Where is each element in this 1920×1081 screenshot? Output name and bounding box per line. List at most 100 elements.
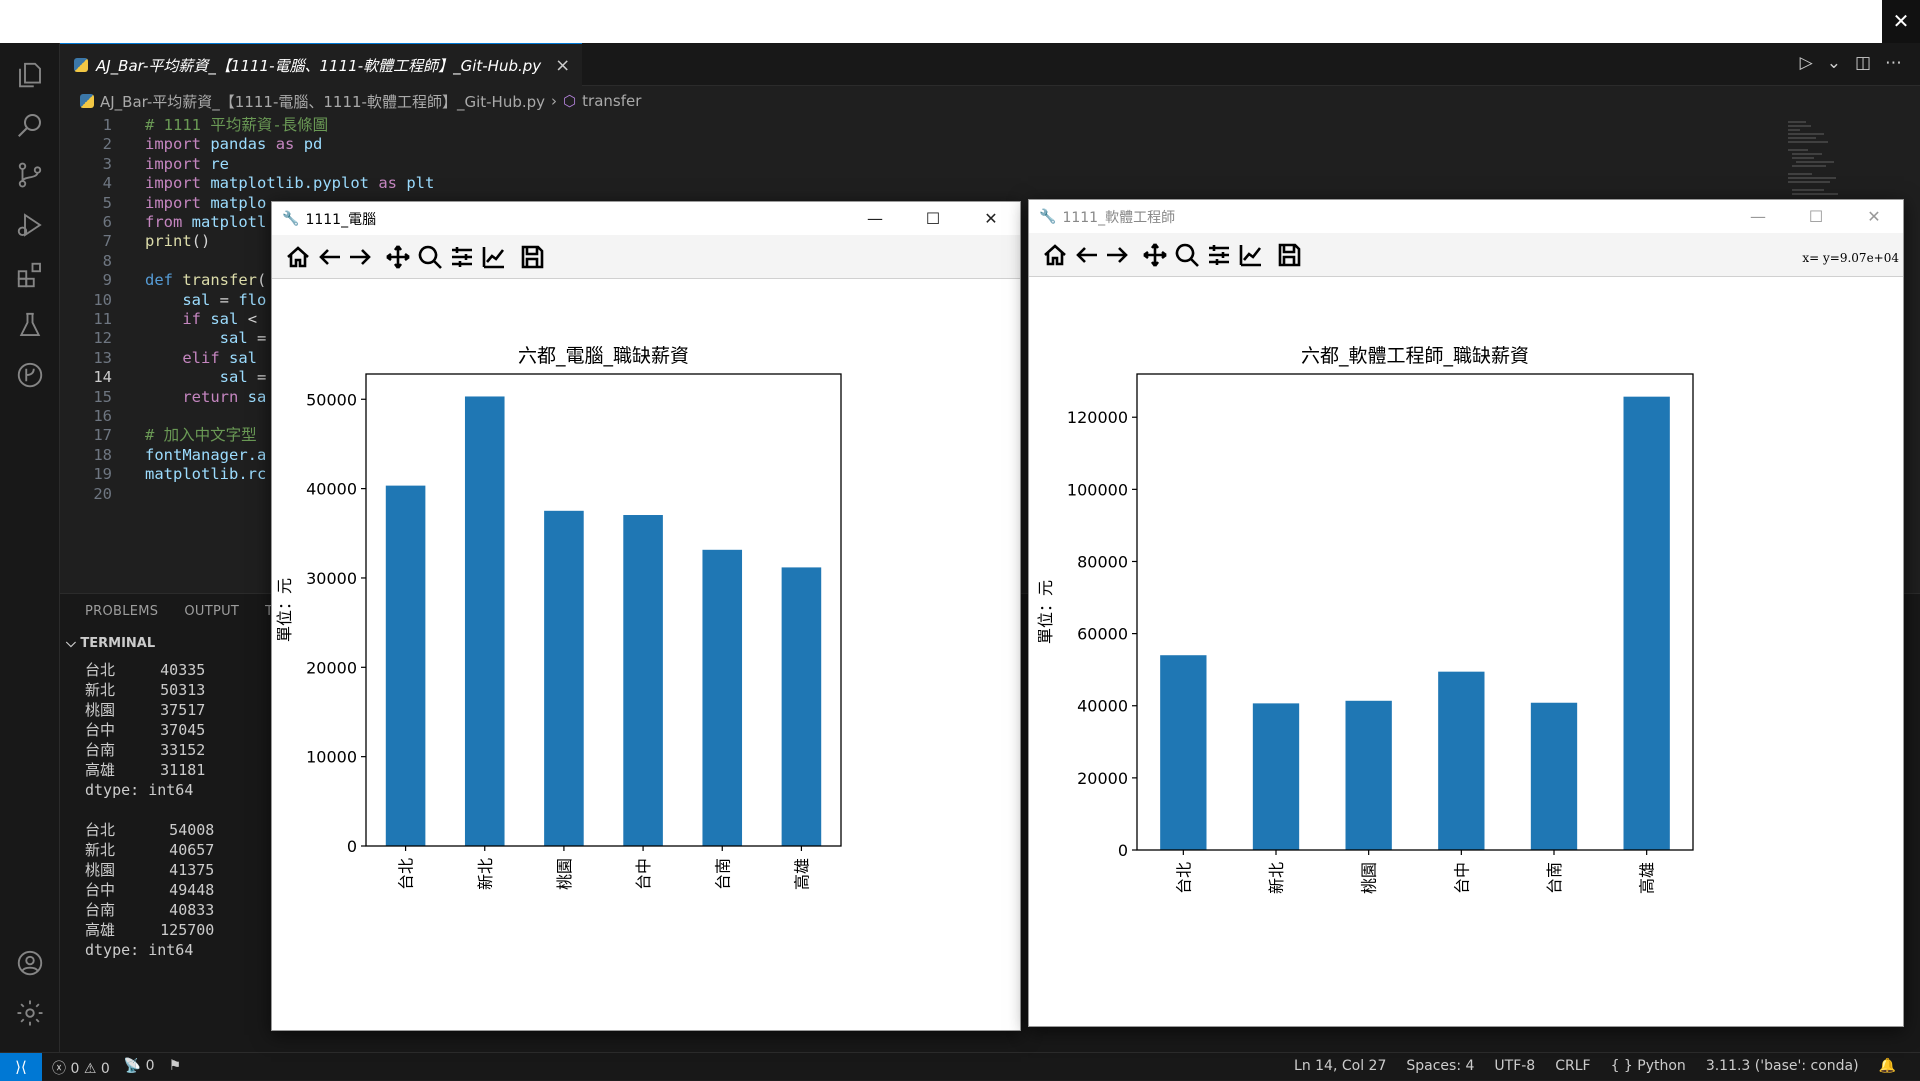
tab-terminal[interactable]: T [265,604,274,619]
code-text: import matplo [145,193,267,212]
code-line[interactable]: 9 def transfer( [60,268,580,292]
problems-status[interactable]: ⓧ 0 ⚠ 0 [52,1061,110,1077]
bar [702,549,743,846]
forward-arrow-icon[interactable] [346,243,374,271]
maximize-icon[interactable]: ☐ [925,209,941,228]
edit-axes-icon[interactable] [1237,241,1265,269]
back-arrow-icon[interactable] [316,243,344,271]
gear-icon[interactable] [0,989,60,1037]
line-number: 13 [93,348,112,367]
code-line[interactable]: 1 # 1111 平均薪資-長條圖 [60,113,580,137]
code-line[interactable]: 12 sal = [60,326,580,350]
save-icon[interactable] [518,243,546,271]
tab-output[interactable]: OUTPUT [184,604,240,619]
home-icon[interactable] [1041,241,1069,269]
forward-arrow-icon[interactable] [1103,241,1131,269]
code-text: matplotlib.rc [145,465,267,484]
figure-window-software-engineer[interactable]: 🔧 1111_軟體工程師 — ☐ ✕ x= y=9.07e+04 六都_軟體工程… [1028,199,1904,1027]
breadcrumb-symbol[interactable]: transfer [582,92,642,110]
close-icon[interactable]: ✕ [1867,207,1881,226]
ports-status[interactable]: 📡 0 [123,1058,155,1074]
run-icon[interactable]: ▷ [1799,53,1813,73]
code-editor[interactable]: 1 # 1111 平均薪資-長條圖 2 import pandas as pd 3 imp… [60,113,580,533]
save-icon[interactable] [1275,241,1303,269]
minimize-icon[interactable]: — [867,209,883,228]
run-debug-icon[interactable] [0,201,60,249]
code-line[interactable]: 7 print() [60,229,580,253]
code-line[interactable]: 16 [60,404,580,428]
axes-frame [1136,373,1694,851]
minimap[interactable] [1786,118,1846,208]
code-line[interactable]: 3 import re [60,152,580,176]
cursor-position[interactable]: Ln 14, Col 27 [1294,1058,1387,1074]
interpreter[interactable]: 3.11.3 ('base': conda) [1705,1058,1859,1074]
account-icon[interactable] [0,939,60,987]
configure-subplots-icon[interactable] [1205,241,1233,269]
code-line[interactable]: 14 sal = [60,365,580,389]
back-arrow-icon[interactable] [1073,241,1101,269]
bell-icon[interactable]: 🔔 [1878,1058,1896,1074]
code-line[interactable]: 6 from matplotl [60,210,580,234]
bar [1160,655,1207,850]
bar [1345,700,1392,850]
extensions-icon[interactable] [0,251,60,299]
indentation[interactable]: Spaces: 4 [1406,1058,1475,1074]
code-line[interactable]: 2 import pandas as pd [60,132,580,156]
y-axis-label: 單位：元 [1036,580,1055,644]
code-text: import pandas as pd [145,135,323,154]
tab-problems[interactable]: PROBLEMS [85,604,159,619]
terminal-header[interactable]: ⌵ TERMINAL [66,636,156,651]
editor-tab[interactable]: AJ_Bar-平均薪資_【1111-電腦、1111-軟體工程師】_Git-Hub… [60,43,583,86]
terminal-output[interactable]: 台北 40335 新北 50313 桃園 37517 台中 37045 台南 3… [85,661,215,959]
explorer-icon[interactable] [0,51,60,99]
pan-icon[interactable] [1141,241,1169,269]
split-editor-icon[interactable]: ◫ [1854,53,1871,73]
zoom-icon[interactable] [1173,241,1201,269]
encoding[interactable]: UTF-8 [1494,1058,1536,1074]
figure-window-computer[interactable]: 🔧 1111_電腦 — ☐ ✕ 六都_電腦_職缺薪資 單位：元 0 10000 2000… [271,201,1021,1031]
x-tick-label: 台北 [1174,862,1193,894]
home-icon[interactable] [284,243,312,271]
breadcrumb-file[interactable]: AJ_Bar-平均薪資_【1111-電腦、1111-軟體工程師】_Git-Hub… [100,92,546,111]
edit-axes-icon[interactable] [480,243,508,271]
code-line[interactable]: 5 import matplo [60,191,580,215]
remote-icon[interactable]: ⟩⟨ [0,1053,42,1081]
chevron-down-icon[interactable]: ⌄ [1826,53,1841,73]
close-tab-icon[interactable]: × [555,54,571,76]
code-line[interactable]: 18 fontManager.a [60,443,580,467]
code-line[interactable]: 20 [60,482,580,506]
code-line[interactable]: 13 elif sal [60,346,580,370]
code-line[interactable]: 15 return sa [60,385,580,409]
code-line[interactable]: 17 # 加入中文字型 [60,423,580,447]
code-text: elif sal [182,348,257,367]
pan-icon[interactable] [384,243,412,271]
source-control-icon[interactable] [0,151,60,199]
minimize-icon[interactable]: — [1750,207,1766,226]
figure-titlebar[interactable]: 🔧 1111_軟體工程師 — ☐ ✕ [1029,200,1903,233]
line-number: 12 [93,329,112,348]
git-graph-icon[interactable] [0,351,60,399]
close-icon[interactable]: ✕ [1882,0,1920,43]
zoom-icon[interactable] [416,243,444,271]
language-mode[interactable]: { } Python [1610,1058,1686,1074]
y-tick-label: 60000 [1077,625,1128,644]
x-tick-label: 高雄 [792,858,811,890]
figure-titlebar[interactable]: 🔧 1111_電腦 — ☐ ✕ [272,202,1020,235]
code-line[interactable]: 4 import matplotlib.pyplot as plt [60,171,580,195]
code-line[interactable]: 19 matplotlib.rc [60,462,580,486]
code-line[interactable]: 8 [60,249,580,273]
end-of-line[interactable]: CRLF [1555,1058,1591,1074]
matplotlib-icon: 🔧 [1039,208,1057,225]
x-tick-label: 新北 [476,858,495,890]
close-icon[interactable]: ✕ [984,209,998,228]
more-actions-icon[interactable]: ⋯ [1885,53,1902,73]
line-number: 17 [93,426,112,445]
code-line[interactable]: 11 if sal < [60,307,580,331]
configure-subplots-icon[interactable] [448,243,476,271]
maximize-icon[interactable]: ☐ [1808,207,1824,226]
search-icon[interactable] [0,101,60,149]
code-line[interactable]: 10 sal = flo [60,288,580,312]
testing-icon[interactable] [0,301,60,349]
debug-icon[interactable]: ⚑ [168,1058,182,1074]
